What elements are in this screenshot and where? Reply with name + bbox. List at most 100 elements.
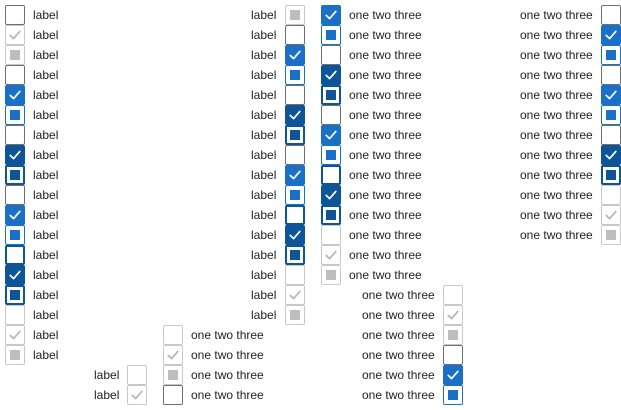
checkbox-b9[interactable] <box>285 185 305 205</box>
checkbox-c10[interactable] <box>321 205 341 225</box>
checkbox-label-c10[interactable]: one two three <box>349 208 422 222</box>
checkbox-label-f3[interactable]: one two three <box>191 388 264 402</box>
checkbox-f3[interactable] <box>163 385 183 405</box>
checkbox-label-a2[interactable]: label <box>33 48 59 62</box>
checkbox-label-d2[interactable]: one two three <box>520 48 593 62</box>
checkbox-c9[interactable] <box>321 185 341 205</box>
checkbox-c3[interactable] <box>321 65 341 85</box>
checkbox-label-a3[interactable]: label <box>33 68 59 82</box>
checkbox-c0[interactable] <box>321 5 341 25</box>
checkbox-b7[interactable] <box>285 145 305 165</box>
checkbox-label-c5[interactable]: one two three <box>349 108 422 122</box>
checkbox-label-c12[interactable]: one two three <box>349 248 422 262</box>
checkbox-label-b2[interactable]: label <box>251 48 277 62</box>
checkbox-label-c8[interactable]: one two three <box>349 168 422 182</box>
checkbox-label-a10[interactable]: label <box>33 208 59 222</box>
checkbox-a10[interactable] <box>5 205 25 225</box>
checkbox-label-d6[interactable]: one two three <box>520 128 593 142</box>
checkbox-label-g1[interactable]: label <box>94 388 120 402</box>
checkbox-d0[interactable] <box>601 5 621 25</box>
checkbox-b8[interactable] <box>285 165 305 185</box>
checkbox-label-c6[interactable]: one two three <box>349 128 422 142</box>
checkbox-label-a17[interactable]: label <box>33 348 59 362</box>
checkbox-label-g0[interactable]: label <box>94 368 120 382</box>
checkbox-b4[interactable] <box>285 85 305 105</box>
checkbox-a13[interactable] <box>5 265 25 285</box>
checkbox-label-d7[interactable]: one two three <box>520 148 593 162</box>
checkbox-label-a7[interactable]: label <box>33 148 59 162</box>
checkbox-b12[interactable] <box>285 245 305 265</box>
checkbox-b6[interactable] <box>285 125 305 145</box>
checkbox-label-a16[interactable]: label <box>33 328 59 342</box>
checkbox-label-c2[interactable]: one two three <box>349 48 422 62</box>
checkbox-a8[interactable] <box>5 165 25 185</box>
checkbox-label-c9[interactable]: one two three <box>349 188 422 202</box>
checkbox-a0[interactable] <box>5 5 25 25</box>
checkbox-label-b9[interactable]: label <box>251 188 277 202</box>
checkbox-c4[interactable] <box>321 85 341 105</box>
checkbox-label-e4[interactable]: one two three <box>362 368 435 382</box>
checkbox-label-a14[interactable]: label <box>33 288 59 302</box>
checkbox-label-b14[interactable]: label <box>251 288 277 302</box>
checkbox-label-d3[interactable]: one two three <box>520 68 593 82</box>
checkbox-c5[interactable] <box>321 105 341 125</box>
checkbox-label-d8[interactable]: one two three <box>520 168 593 182</box>
checkbox-label-d10[interactable]: one two three <box>520 208 593 222</box>
checkbox-d6[interactable] <box>601 125 621 145</box>
checkbox-label-a4[interactable]: label <box>33 88 59 102</box>
checkbox-a4[interactable] <box>5 85 25 105</box>
checkbox-b1[interactable] <box>285 25 305 45</box>
checkbox-label-d5[interactable]: one two three <box>520 108 593 122</box>
checkbox-b5[interactable] <box>285 105 305 125</box>
checkbox-label-a11[interactable]: label <box>33 228 59 242</box>
checkbox-label-f2[interactable]: one two three <box>191 368 264 382</box>
checkbox-label-a6[interactable]: label <box>33 128 59 142</box>
checkbox-label-a12[interactable]: label <box>33 248 59 262</box>
checkbox-label-d9[interactable]: one two three <box>520 188 593 202</box>
checkbox-c1[interactable] <box>321 25 341 45</box>
checkbox-label-c1[interactable]: one two three <box>349 28 422 42</box>
checkbox-label-a1[interactable]: label <box>33 28 59 42</box>
checkbox-label-f1[interactable]: one two three <box>191 348 264 362</box>
checkbox-b2[interactable] <box>285 45 305 65</box>
checkbox-label-a9[interactable]: label <box>33 188 59 202</box>
checkbox-b10[interactable] <box>285 205 305 225</box>
checkbox-label-d0[interactable]: one two three <box>520 8 593 22</box>
checkbox-label-c0[interactable]: one two three <box>349 8 422 22</box>
checkbox-label-e5[interactable]: one two three <box>362 388 435 402</box>
checkbox-label-c11[interactable]: one two three <box>349 228 422 242</box>
checkbox-label-d1[interactable]: one two three <box>520 28 593 42</box>
checkbox-a5[interactable] <box>5 105 25 125</box>
checkbox-label-c3[interactable]: one two three <box>349 68 422 82</box>
checkbox-d1[interactable] <box>601 25 621 45</box>
checkbox-label-c7[interactable]: one two three <box>349 148 422 162</box>
checkbox-label-b5[interactable]: label <box>251 108 277 122</box>
checkbox-d5[interactable] <box>601 105 621 125</box>
checkbox-a9[interactable] <box>5 185 25 205</box>
checkbox-e3[interactable] <box>443 345 463 365</box>
checkbox-label-f0[interactable]: one two three <box>191 328 264 342</box>
checkbox-a12[interactable] <box>5 245 25 265</box>
checkbox-label-d4[interactable]: one two three <box>520 88 593 102</box>
checkbox-label-b6[interactable]: label <box>251 128 277 142</box>
checkbox-c7[interactable] <box>321 145 341 165</box>
checkbox-c6[interactable] <box>321 125 341 145</box>
checkbox-label-e3[interactable]: one two three <box>362 348 435 362</box>
checkbox-label-c13[interactable]: one two three <box>349 268 422 282</box>
checkbox-label-b1[interactable]: label <box>251 28 277 42</box>
checkbox-b3[interactable] <box>285 65 305 85</box>
checkbox-label-a8[interactable]: label <box>33 168 59 182</box>
checkbox-a6[interactable] <box>5 125 25 145</box>
checkbox-label-b4[interactable]: label <box>251 88 277 102</box>
checkbox-label-a13[interactable]: label <box>33 268 59 282</box>
checkbox-d4[interactable] <box>601 85 621 105</box>
checkbox-label-d11[interactable]: one two three <box>520 228 593 242</box>
checkbox-a11[interactable] <box>5 225 25 245</box>
checkbox-d7[interactable] <box>601 145 621 165</box>
checkbox-label-b7[interactable]: label <box>251 148 277 162</box>
checkbox-c2[interactable] <box>321 45 341 65</box>
checkbox-b11[interactable] <box>285 225 305 245</box>
checkbox-label-e0[interactable]: one two three <box>362 288 435 302</box>
checkbox-c8[interactable] <box>321 165 341 185</box>
checkbox-label-b8[interactable]: label <box>251 168 277 182</box>
